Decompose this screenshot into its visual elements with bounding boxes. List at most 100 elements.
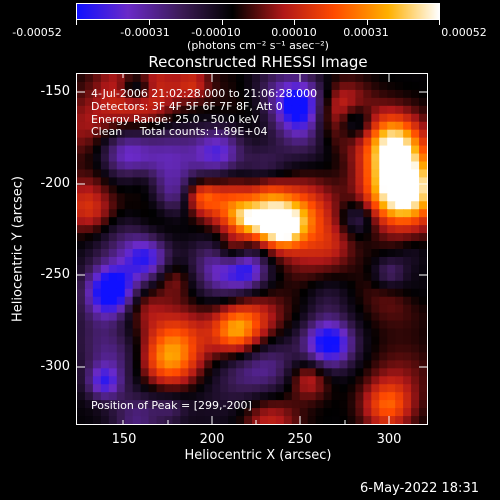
image-pixel bbox=[100, 217, 110, 226]
image-pixel bbox=[371, 288, 380, 298]
image-pixel bbox=[132, 121, 142, 131]
image-pixel bbox=[172, 209, 181, 218]
image-pixel bbox=[188, 344, 197, 353]
image-pixel bbox=[403, 408, 412, 417]
image-pixel bbox=[347, 272, 356, 282]
image-pixel bbox=[307, 272, 317, 282]
image-pixel bbox=[275, 272, 285, 282]
image-pixel bbox=[204, 145, 213, 155]
image-pixel bbox=[212, 129, 221, 139]
image-pixel bbox=[77, 113, 86, 123]
image-pixel bbox=[148, 296, 158, 306]
image-pixel bbox=[323, 320, 333, 330]
image-pixel bbox=[347, 233, 356, 242]
image-pixel bbox=[387, 129, 396, 139]
image-pixel bbox=[339, 225, 349, 234]
image-pixel bbox=[307, 392, 317, 401]
image-pixel bbox=[148, 145, 158, 155]
image-pixel bbox=[299, 74, 309, 83]
image-pixel bbox=[140, 185, 150, 194]
image-pixel bbox=[236, 97, 245, 107]
image-pixel bbox=[124, 384, 134, 393]
image-pixel bbox=[172, 416, 181, 424]
image-pixel bbox=[355, 113, 364, 123]
image-pixel bbox=[371, 177, 380, 186]
image-pixel bbox=[363, 161, 372, 171]
image-pixel bbox=[267, 288, 277, 298]
image-pixel bbox=[108, 360, 118, 369]
image-pixel bbox=[275, 336, 285, 346]
image-pixel bbox=[299, 296, 309, 306]
image-pixel bbox=[220, 328, 229, 338]
image-pixel bbox=[283, 328, 293, 338]
image-pixel bbox=[180, 241, 189, 250]
image-pixel bbox=[124, 344, 134, 353]
image-pixel bbox=[196, 368, 205, 377]
image-pixel bbox=[116, 113, 126, 123]
image-pixel bbox=[220, 304, 229, 314]
image-pixel bbox=[156, 105, 166, 115]
image-pixel bbox=[180, 201, 189, 210]
image-pixel bbox=[371, 264, 380, 274]
image-pixel bbox=[291, 320, 301, 330]
image-pixel bbox=[204, 193, 213, 202]
image-pixel bbox=[236, 304, 245, 314]
image-pixel bbox=[156, 384, 166, 393]
image-pixel bbox=[395, 264, 404, 274]
image-pixel bbox=[275, 169, 285, 178]
image-pixel bbox=[252, 74, 261, 83]
image-pixel bbox=[411, 408, 420, 417]
image-pixel bbox=[124, 169, 134, 178]
image-pixel bbox=[355, 241, 364, 250]
image-pixel bbox=[140, 272, 150, 282]
image-pixel bbox=[140, 169, 150, 178]
image-pixel bbox=[267, 153, 277, 163]
image-pixel bbox=[196, 89, 205, 99]
image-pixel bbox=[148, 89, 158, 99]
image-pixel bbox=[100, 81, 110, 91]
image-pixel bbox=[92, 328, 102, 338]
image-pixel bbox=[244, 233, 253, 242]
image-pixel bbox=[267, 304, 277, 314]
image-pixel bbox=[116, 344, 126, 353]
image-pixel bbox=[307, 304, 317, 314]
image-pixel bbox=[355, 272, 364, 282]
image-pixel bbox=[156, 256, 166, 266]
image-pixel bbox=[164, 272, 174, 282]
image-pixel bbox=[148, 121, 158, 131]
image-pixel bbox=[212, 74, 221, 83]
image-pixel bbox=[347, 225, 356, 234]
image-pixel bbox=[411, 416, 420, 424]
image-pixel bbox=[267, 97, 277, 107]
image-pixel bbox=[212, 137, 221, 147]
image-pixel bbox=[172, 105, 181, 115]
image-pixel bbox=[164, 113, 174, 123]
image-pixel bbox=[164, 201, 174, 210]
image-pixel bbox=[164, 97, 174, 107]
image-pixel bbox=[124, 153, 134, 163]
image-pixel bbox=[267, 296, 277, 306]
image-pixel bbox=[172, 177, 181, 186]
image-pixel bbox=[77, 225, 86, 234]
image-pixel bbox=[108, 352, 118, 361]
image-pixel bbox=[411, 241, 420, 250]
image-pixel bbox=[108, 280, 118, 290]
image-pixel bbox=[371, 193, 380, 202]
y-tick-label: -300 bbox=[40, 359, 70, 374]
image-pixel bbox=[379, 328, 388, 338]
image-pixel bbox=[148, 368, 158, 377]
image-pixel bbox=[100, 129, 110, 139]
image-pixel bbox=[132, 97, 142, 107]
image-pixel bbox=[148, 320, 158, 330]
image-pixel bbox=[156, 328, 166, 338]
image-pixel bbox=[164, 304, 174, 314]
image-pixel bbox=[100, 233, 110, 242]
image-pixel bbox=[92, 105, 102, 115]
image-pixel bbox=[84, 249, 94, 258]
image-pixel bbox=[132, 416, 142, 424]
image-pixel bbox=[355, 225, 364, 234]
image-pixel bbox=[196, 360, 205, 369]
image-pixel bbox=[347, 153, 356, 163]
image-pixel bbox=[267, 89, 277, 99]
image-pixel bbox=[77, 416, 86, 424]
